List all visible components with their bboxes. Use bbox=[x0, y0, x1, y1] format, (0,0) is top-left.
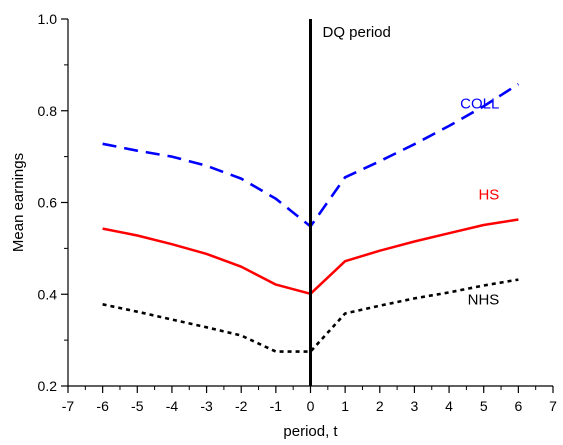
axes-group bbox=[61, 18, 554, 393]
x-tick-label: 7 bbox=[549, 398, 557, 414]
series-label-coll: COLL bbox=[460, 95, 499, 112]
dq-period-label: DQ period bbox=[323, 24, 391, 41]
x-tick-label: 1 bbox=[341, 398, 349, 414]
x-tick-label: -4 bbox=[166, 398, 179, 414]
x-tick-label: -6 bbox=[96, 398, 109, 414]
series-label-nhs: NHS bbox=[468, 291, 500, 308]
x-tick-label: 4 bbox=[445, 398, 453, 414]
x-tick-label: -3 bbox=[200, 398, 213, 414]
x-tick-label: 3 bbox=[411, 398, 419, 414]
series-label-hs: HS bbox=[478, 187, 499, 204]
y-tick-label: 0.6 bbox=[38, 195, 58, 211]
y-tick-label: 0.8 bbox=[38, 103, 58, 119]
x-tick-label: 6 bbox=[514, 398, 522, 414]
y-tick-label: 1.0 bbox=[38, 11, 58, 27]
x-tick-label: 0 bbox=[307, 398, 315, 414]
x-axis-title: period, t bbox=[283, 423, 338, 440]
y-tick-label: 0.2 bbox=[38, 378, 58, 394]
x-tick-label: 5 bbox=[480, 398, 488, 414]
x-tick-label: -2 bbox=[235, 398, 248, 414]
x-tick-label: 2 bbox=[376, 398, 384, 414]
y-axis-title: Mean earnings bbox=[10, 153, 27, 252]
x-tick-label: -7 bbox=[62, 398, 75, 414]
y-tick-label: 0.4 bbox=[38, 286, 58, 302]
labels-group: -7 -6 -5 -4 -3 -2 -1 0 1 2 3 4 5 6 7 0.2 0.4 0.6 0.8 1.0 per… bbox=[10, 11, 557, 440]
x-tick-label: -5 bbox=[131, 398, 144, 414]
x-tick-label: -1 bbox=[270, 398, 283, 414]
